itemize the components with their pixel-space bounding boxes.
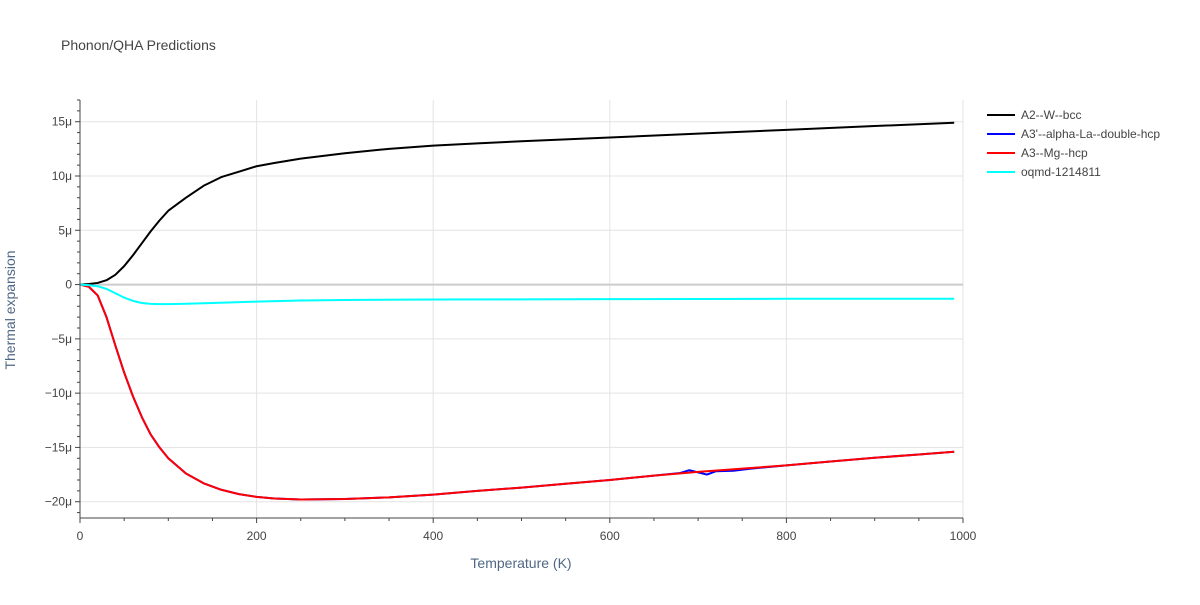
x-tick-label: 400 (423, 529, 443, 543)
chart-title: Phonon/QHA Predictions (61, 37, 216, 53)
y-axis-title: Thermal expansion (2, 250, 18, 369)
x-tick-label: 1000 (950, 529, 977, 543)
y-tick-label: 5μ (58, 223, 72, 237)
grid (80, 100, 964, 518)
y-tick-label: 10μ (52, 169, 72, 183)
x-axis-title: Temperature (K) (470, 555, 571, 571)
legend-label[interactable]: A3'--alpha-La--double-hcp (1021, 127, 1160, 141)
x-tick-label: 800 (776, 529, 796, 543)
x-tick-label: 600 (600, 529, 620, 543)
axes: 0 200 400 600 800 1000 15μ 10μ 5μ 0 −5μ −10μ −15μ −20… (45, 99, 977, 543)
x-tick-label: 0 (77, 529, 84, 543)
legend-label[interactable]: A3--Mg--hcp (1021, 146, 1088, 160)
x-tick-label: 200 (247, 529, 267, 543)
series-line-1[interactable] (79, 121, 955, 286)
series-line-2[interactable] (79, 283, 955, 501)
y-tick-label: −5μ (51, 332, 72, 346)
legend[interactable]: A2--W--bcc A3'--alpha-La--double-hcp A3--M… (987, 108, 1160, 179)
y-tick-label: −10μ (45, 386, 72, 400)
series-line-4[interactable] (79, 283, 955, 306)
y-tick-label: 15μ (52, 115, 72, 129)
y-tick-label: 0 (65, 278, 72, 292)
legend-label[interactable]: A2--W--bcc (1021, 108, 1081, 122)
legend-label[interactable]: oqmd-1214811 (1021, 165, 1101, 179)
series-line-3[interactable] (79, 283, 955, 501)
plot-area[interactable] (79, 121, 955, 501)
y-tick-label: −20μ (45, 495, 72, 509)
y-tick-label: −15μ (45, 440, 72, 454)
